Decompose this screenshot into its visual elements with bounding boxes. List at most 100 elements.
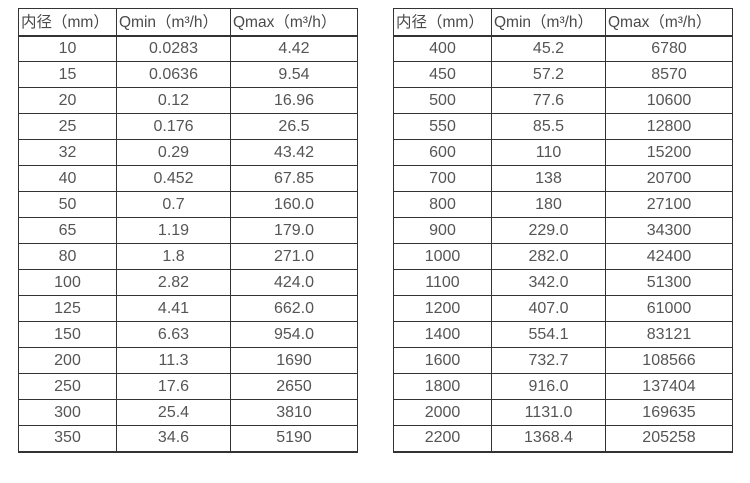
table-row: 1200 407.0 61000: [393, 295, 733, 322]
table-cell: 51300: [605, 269, 733, 296]
column-header: Qmin（m³/h）: [116, 8, 231, 37]
table-row: 250 17.6 2650: [18, 373, 358, 400]
table-cell: 400: [393, 35, 492, 62]
table-cell: 108566: [605, 347, 733, 374]
table-row: 450 57.2 8570: [393, 61, 733, 88]
table-row: 500 77.6 10600: [393, 87, 733, 114]
table-cell: 0.7: [116, 191, 231, 218]
table-row: 400 45.2 6780: [393, 35, 733, 62]
table-cell: 34.6: [116, 425, 231, 453]
table-header: 内径（mm） Qmin（m³/h） Qmax（m³/h）: [393, 8, 733, 37]
table-row: 15 0.0636 9.54: [18, 61, 358, 88]
table-cell: 800: [393, 191, 492, 218]
table-cell: 407.0: [491, 295, 606, 322]
table-cell: 150: [18, 321, 117, 348]
table-cell: 83121: [605, 321, 733, 348]
table-cell: 20: [18, 87, 117, 114]
table-cell: 1131.0: [491, 399, 606, 426]
header-row: 内径（mm） Qmin（m³/h） Qmax（m³/h）: [393, 8, 733, 37]
table-row: 1600 732.7 108566: [393, 347, 733, 374]
table-cell: 1100: [393, 269, 492, 296]
table-row: 300 25.4 3810: [18, 399, 358, 426]
table-row: 100 2.82 424.0: [18, 269, 358, 296]
table-cell: 26.5: [230, 113, 358, 140]
header-row: 内径（mm） Qmin（m³/h） Qmax（m³/h）: [18, 8, 358, 37]
table-cell: 8570: [605, 61, 733, 88]
table-row: 1800 916.0 137404: [393, 373, 733, 400]
table-cell: 0.0636: [116, 61, 231, 88]
flow-table-large-diameters: 内径（mm） Qmin（m³/h） Qmax（m³/h） 400 45.2 6780 45…: [393, 8, 733, 453]
table-cell: 900: [393, 217, 492, 244]
table-row: 40 0.452 67.85: [18, 165, 358, 192]
table-cell: 50: [18, 191, 117, 218]
table-row: 2000 1131.0 169635: [393, 399, 733, 426]
tables-wrap: 内径（mm） Qmin（m³/h） Qmax（m³/h） 10 0.0283 4.42 1…: [18, 8, 733, 453]
table-cell: 1.19: [116, 217, 231, 244]
table-cell: 0.452: [116, 165, 231, 192]
table-cell: 450: [393, 61, 492, 88]
table-cell: 1400: [393, 321, 492, 348]
table-cell: 500: [393, 87, 492, 114]
table-cell: 17.6: [116, 373, 231, 400]
table-cell: 1200: [393, 295, 492, 322]
table-row: 800 180 27100: [393, 191, 733, 218]
table-cell: 1368.4: [491, 425, 606, 453]
table-cell: 25: [18, 113, 117, 140]
table-row: 125 4.41 662.0: [18, 295, 358, 322]
table-cell: 160.0: [230, 191, 358, 218]
table-cell: 16.96: [230, 87, 358, 114]
table-cell: 554.1: [491, 321, 606, 348]
table-cell: 169635: [605, 399, 733, 426]
table-row: 80 1.8 271.0: [18, 243, 358, 270]
table-cell: 100: [18, 269, 117, 296]
table-cell: 40: [18, 165, 117, 192]
table-cell: 0.176: [116, 113, 231, 140]
table-cell: 10600: [605, 87, 733, 114]
table-cell: 954.0: [230, 321, 358, 348]
table-cell: 15: [18, 61, 117, 88]
table-cell: 2.82: [116, 269, 231, 296]
table-cell: 700: [393, 165, 492, 192]
column-header: Qmax（m³/h）: [230, 8, 358, 37]
table-cell: 342.0: [491, 269, 606, 296]
table-row: 350 34.6 5190: [18, 425, 358, 453]
table-row: 65 1.19 179.0: [18, 217, 358, 244]
table-row: 600 110 15200: [393, 139, 733, 166]
table-cell: 12800: [605, 113, 733, 140]
table-cell: 77.6: [491, 87, 606, 114]
table-cell: 25.4: [116, 399, 231, 426]
table-row: 1400 554.1 83121: [393, 321, 733, 348]
table-cell: 600: [393, 139, 492, 166]
table-cell: 229.0: [491, 217, 606, 244]
column-header: 内径（mm）: [18, 8, 117, 37]
table-cell: 282.0: [491, 243, 606, 270]
table-cell: 271.0: [230, 243, 358, 270]
table-cell: 10: [18, 35, 117, 62]
table-cell: 200: [18, 347, 117, 374]
table-cell: 125: [18, 295, 117, 322]
table-cell: 250: [18, 373, 117, 400]
table-row: 25 0.176 26.5: [18, 113, 358, 140]
table-cell: 662.0: [230, 295, 358, 322]
table-cell: 1.8: [116, 243, 231, 270]
table-cell: 180: [491, 191, 606, 218]
table-cell: 4.41: [116, 295, 231, 322]
table-cell: 57.2: [491, 61, 606, 88]
table-cell: 2650: [230, 373, 358, 400]
table-cell: 80: [18, 243, 117, 270]
table-row: 1100 342.0 51300: [393, 269, 733, 296]
table-row: 50 0.7 160.0: [18, 191, 358, 218]
table-row: 700 138 20700: [393, 165, 733, 192]
table-row: 1000 282.0 42400: [393, 243, 733, 270]
table-cell: 85.5: [491, 113, 606, 140]
column-header: Qmin（m³/h）: [491, 8, 606, 37]
table-row: 32 0.29 43.42: [18, 139, 358, 166]
table-cell: 1000: [393, 243, 492, 270]
table-row: 200 11.3 1690: [18, 347, 358, 374]
table-cell: 137404: [605, 373, 733, 400]
table-cell: 9.54: [230, 61, 358, 88]
table-row: 20 0.12 16.96: [18, 87, 358, 114]
table-cell: 1800: [393, 373, 492, 400]
table-header: 内径（mm） Qmin（m³/h） Qmax（m³/h）: [18, 8, 358, 37]
table-row: 900 229.0 34300: [393, 217, 733, 244]
